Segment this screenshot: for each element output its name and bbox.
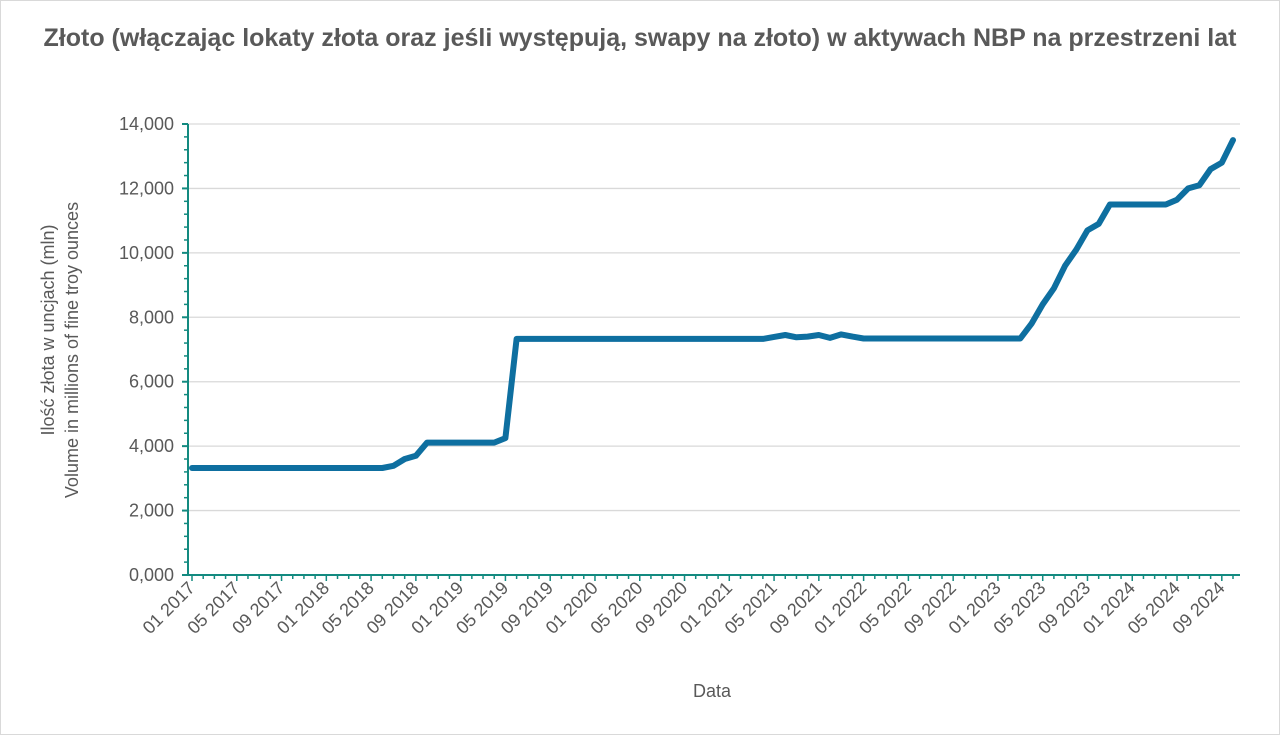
y-tick-label: 8,000 [129, 307, 174, 327]
chart-title: Złoto (włączając lokaty złota oraz jeśli… [43, 24, 1237, 52]
y-tick-label: 12,000 [119, 178, 174, 198]
y-tick-label: 0,000 [129, 565, 174, 585]
y-tick-label: 10,000 [119, 243, 174, 263]
y-tick-label: 4,000 [129, 436, 174, 456]
y-tick-label: 2,000 [129, 501, 174, 521]
y-tick-label: 6,000 [129, 372, 174, 392]
series-line [189, 137, 1236, 471]
y-axis-label-1: Ilość złota w uncjach (mln) [38, 224, 58, 435]
y-tick-label: 14,000 [119, 114, 174, 134]
x-axis-label: Data [693, 681, 732, 701]
y-axis-label-2: Volume in millions of fine troy ounces [62, 202, 82, 498]
